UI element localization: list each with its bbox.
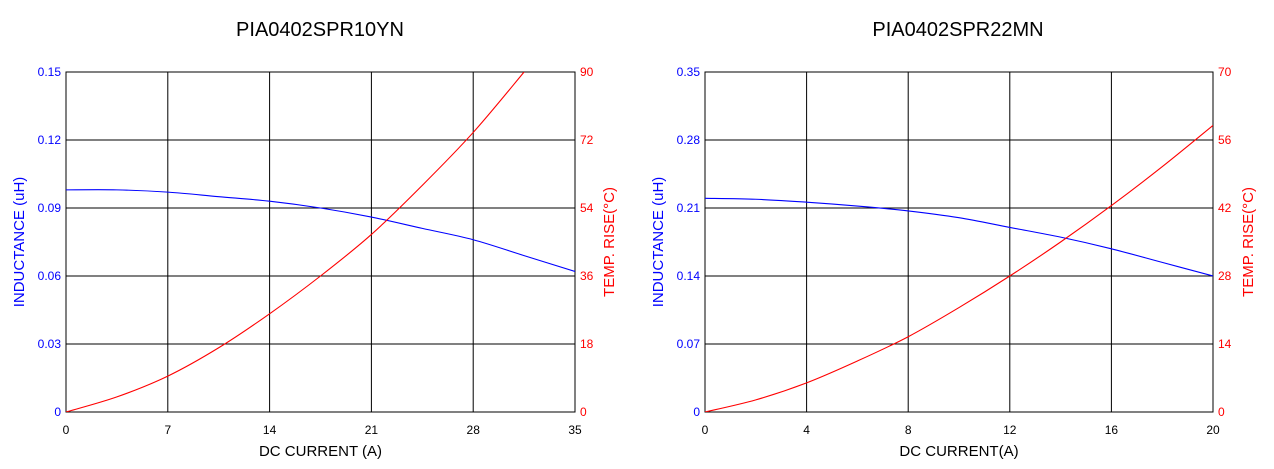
x-tick-label: 16 bbox=[1105, 423, 1119, 437]
y-tick-label: 0.14 bbox=[677, 269, 701, 283]
y2-tick-label: 36 bbox=[580, 269, 594, 283]
y2-tick-label: 70 bbox=[1218, 65, 1232, 79]
series-line-temp-rise bbox=[66, 72, 525, 412]
y-tick-label: 0 bbox=[54, 405, 61, 419]
y2-tick-label: 0 bbox=[580, 405, 587, 419]
y-axis-label: INDUCTANCE (uH) bbox=[11, 177, 28, 308]
y2-tick-label: 14 bbox=[1218, 337, 1232, 351]
y2-tick-label: 0 bbox=[1218, 405, 1225, 419]
y-axis-label: INDUCTANCE (uH) bbox=[650, 177, 667, 308]
y-tick-label: 0.03 bbox=[38, 337, 62, 351]
chart-1: PIA0402SPR10YN 0 7 14 21 28 35 0 0.03 0.06 0.09 0.1… bbox=[11, 19, 618, 460]
series-line-inductance bbox=[705, 197, 1213, 277]
y-tick-label: 0.15 bbox=[38, 65, 62, 79]
x-tick-label: 12 bbox=[1003, 423, 1017, 437]
x-tick-label: 35 bbox=[568, 423, 582, 437]
x-axis-label: DC CURRENT (A) bbox=[259, 443, 382, 460]
x-tick-label: 21 bbox=[365, 423, 379, 437]
y2-tick-label: 28 bbox=[1218, 269, 1232, 283]
y-tick-label: 0.09 bbox=[38, 201, 62, 215]
y2-axis-label: TEMP. RISE(°C) bbox=[601, 187, 618, 297]
y-tick-label: 0.07 bbox=[677, 337, 701, 351]
y2-tick-label: 42 bbox=[1218, 201, 1232, 215]
y2-tick-label: 54 bbox=[580, 201, 594, 215]
y2-tick-label: 90 bbox=[580, 65, 594, 79]
x-tick-label: 20 bbox=[1206, 423, 1220, 437]
y-tick-label: 0.06 bbox=[38, 269, 62, 283]
plot-frame bbox=[704, 71, 1214, 413]
x-tick-label: 7 bbox=[164, 423, 171, 437]
y-tick-label: 0.12 bbox=[38, 133, 62, 147]
y-tick-label: 0.28 bbox=[677, 133, 701, 147]
x-tick-label: 0 bbox=[63, 423, 70, 437]
x-axis-label: DC CURRENT(A) bbox=[899, 443, 1018, 460]
x-tick-label: 8 bbox=[905, 423, 912, 437]
y2-tick-label: 18 bbox=[580, 337, 594, 351]
plot-frame bbox=[65, 71, 576, 413]
y2-tick-label: 56 bbox=[1218, 133, 1232, 147]
series-line-temp-rise bbox=[705, 125, 1213, 412]
y2-axis-label: TEMP. RISE(°C) bbox=[1240, 187, 1257, 297]
x-tick-label: 14 bbox=[263, 423, 277, 437]
chart-title: PIA0402SPR10YN bbox=[236, 19, 404, 41]
chart-title: PIA0402SPR22MN bbox=[872, 19, 1043, 41]
x-tick-label: 28 bbox=[467, 423, 481, 437]
y-tick-label: 0.21 bbox=[677, 201, 701, 215]
y-tick-label: 0.35 bbox=[677, 65, 701, 79]
y2-tick-label: 72 bbox=[580, 133, 594, 147]
x-tick-label: 4 bbox=[803, 423, 810, 437]
series-line-inductance bbox=[66, 189, 575, 272]
x-tick-label: 0 bbox=[702, 423, 709, 437]
y-tick-label: 0 bbox=[693, 405, 700, 419]
chart-2: PIA0402SPR22MN 0 4 8 12 16 20 0 0.07 0.14 0.21 0.28… bbox=[650, 19, 1257, 460]
